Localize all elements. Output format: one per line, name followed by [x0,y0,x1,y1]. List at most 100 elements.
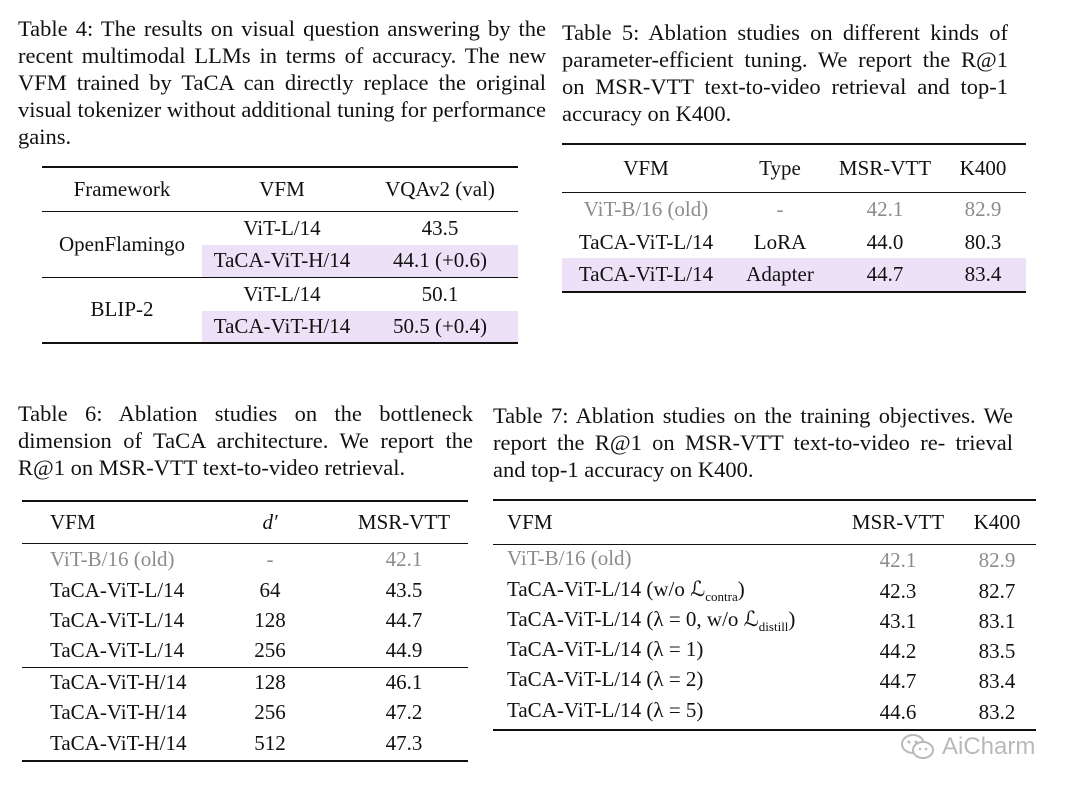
table7: VFM MSR-VTT K400 ViT-B/16 (old) 42.1 82.… [493,499,1036,731]
table-row: TaCA-ViT-L/14 256 44.9 [22,635,468,667]
table-row: TaCA-ViT-L/14 128 44.7 [22,605,468,635]
table6-cell: TaCA-ViT-H/14 [50,699,187,724]
table6-cell: TaCA-ViT-L/14 [50,577,185,602]
table-row: TaCA-ViT-H/14 44.1 (+0.6) [42,245,518,277]
table5-cell: 83.4 [964,262,1002,286]
table6-cell: 42.1 [385,546,423,571]
table7-header-msrvtt: MSR-VTT [851,509,945,534]
table7-msr-cell: 43.1 [879,608,917,633]
table6-header-dim: d′ [262,509,278,534]
table7-k400-cell: 83.1 [978,608,1016,633]
table7-vfm-cell: TaCA-ViT-L/14 (λ = 2) [507,666,704,691]
table5: VFM Type MSR-VTT K400 ViT-B/16 (old) - 4… [562,143,1026,293]
table-row: TaCA-ViT-L/14 (λ = 2) 44.7 83.4 [493,666,1036,696]
table4-vfm-cell: ViT-L/14 [243,215,321,240]
table5-cell: TaCA-ViT-L/14 [578,262,714,286]
table5-caption: Table 5: Ablation studies on different k… [562,20,1008,126]
table4-vfm-cell: TaCA-ViT-H/14 [202,245,362,277]
table-row: TaCA-ViT-L/14 Adapter 44.7 83.4 [562,258,1026,292]
table7-header-k400: K400 [973,509,1021,534]
table7-msr-cell: 42.1 [879,547,917,572]
table6-cell: TaCA-ViT-L/14 [50,638,185,663]
table4-header-vqav2: VQAv2 (val) [385,176,495,201]
table-row: BLIP-2 ViT-L/14 50.1 [42,277,518,321]
table-row: TaCA-ViT-H/14 128 46.1 [22,667,468,697]
table5-cell: ViT-B/16 (old) [583,196,709,221]
table4-score-cell: 50.1 [421,281,459,306]
table4-vfm-cell: ViT-L/14 [243,281,321,306]
table-row: TaCA-ViT-L/14 LoRA 44.0 80.3 [562,226,1026,258]
table5-cell: Adapter [746,262,814,286]
table5-cell: - [776,196,784,221]
table6-cell: 43.5 [385,577,423,602]
table6-cell: 128 [254,607,286,632]
table5-cell: 42.1 [866,196,904,221]
table7-vfm-cell: TaCA-ViT-L/14 (λ = 1) [507,636,704,661]
table5-cell: 80.3 [964,229,1002,254]
table6-cell: TaCA-ViT-H/14 [50,669,187,694]
table7-k400-cell: 82.7 [978,578,1016,603]
table5-header-msrvtt: MSR-VTT [838,155,932,180]
wechat-icon [901,734,934,759]
table7-msr-cell: 44.7 [879,668,917,693]
table6-cell: 256 [254,699,286,724]
table-row: ViT-B/16 (old) - 42.1 82.9 [562,192,1026,226]
table-row: TaCA-ViT-L/14 (w/o ℒcontra) 42.3 82.7 [493,576,1036,606]
table7-msr-cell: 42.3 [879,578,917,603]
table4-header-vfm: VFM [259,176,305,201]
table4-vfm-cell: TaCA-ViT-H/14 [202,311,362,343]
table7-vfm-cell: ViT-B/16 (old) [507,546,632,571]
table5-header-type: Type [759,155,801,180]
table-row: TaCA-ViT-L/14 64 43.5 [22,575,468,605]
table4: Framework VFM VQAv2 (val) OpenFlamingo V… [42,166,518,344]
table6-cell: ViT-B/16 (old) [50,546,175,571]
table6-cell: 256 [254,638,286,663]
table7-k400-cell: 83.2 [978,700,1016,724]
table5-header-k400: K400 [959,155,1007,180]
table7-k400-cell: 83.5 [978,638,1016,663]
watermark: AiCharm [900,733,1035,761]
table6-cell: TaCA-ViT-L/14 [50,607,185,632]
table6-cell: TaCA-ViT-H/14 [50,731,187,755]
table-row: TaCA-ViT-L/14 (λ = 1) 44.2 83.5 [493,636,1036,666]
table6-cell: 44.9 [385,638,423,663]
table7-msr-cell: 44.6 [879,700,917,724]
table6-cell: 46.1 [385,669,423,694]
table7-vfm-cell: TaCA-ViT-L/14 (λ = 5) [507,698,704,723]
table4-caption: Table 4: The results on visual question … [18,16,546,149]
table5-header-vfm: VFM [623,155,669,180]
table5-cell: LoRA [753,229,807,254]
table-row: ViT-B/16 (old) - 42.1 [22,543,468,575]
table7-k400-cell: 83.4 [978,668,1016,693]
table5-cell: 44.7 [866,262,904,286]
table7-vfm-cell: TaCA-ViT-L/14 (λ = 0, w/o ℒdistill) [507,606,796,635]
table6-header-msrvtt: MSR-VTT [357,509,451,534]
table7-msr-cell: 44.2 [879,638,917,663]
table-row: TaCA-ViT-L/14 (λ = 0, w/o ℒdistill) 43.1… [493,606,1036,636]
table6-cell: 47.3 [385,731,423,755]
table6-cell: - [266,546,274,571]
table6-cell: 47.2 [385,699,423,724]
table7-vfm-cell: TaCA-ViT-L/14 (w/o ℒcontra) [507,576,745,605]
table6-header-vfm: VFM [50,509,96,534]
table5-cell: TaCA-ViT-L/14 [578,229,714,254]
table-row: ViT-B/16 (old) 42.1 82.9 [493,544,1036,576]
table4-score-cell: 44.1 (+0.6) [362,245,518,277]
table-row: TaCA-ViT-H/14 256 47.2 [22,697,468,727]
table5-cell: 82.9 [964,196,1002,221]
table4-score-cell: 43.5 [421,215,459,240]
table-row: TaCA-ViT-H/14 50.5 (+0.4) [42,311,518,343]
table6-cell: 512 [254,731,286,755]
table6: VFM d′ MSR-VTT ViT-B/16 (old) - 42.1 TaC… [22,500,468,762]
table6-cell: 64 [259,577,281,602]
table6-caption: Table 6: Ablation studies on the bottlen… [18,401,473,480]
table4-header-framework: Framework [73,176,171,201]
table4-framework-cell: OpenFlamingo [59,231,185,256]
table6-cell: 44.7 [385,607,423,632]
table7-header-vfm: VFM [507,509,553,534]
table4-score-cell: 50.5 (+0.4) [362,311,518,343]
table7-k400-cell: 82.9 [978,547,1016,572]
table7-caption: Table 7: Ablation studies on the trainin… [493,403,1013,482]
table-row: TaCA-ViT-H/14 512 47.3 [22,727,468,761]
table5-cell: 44.0 [866,229,904,254]
